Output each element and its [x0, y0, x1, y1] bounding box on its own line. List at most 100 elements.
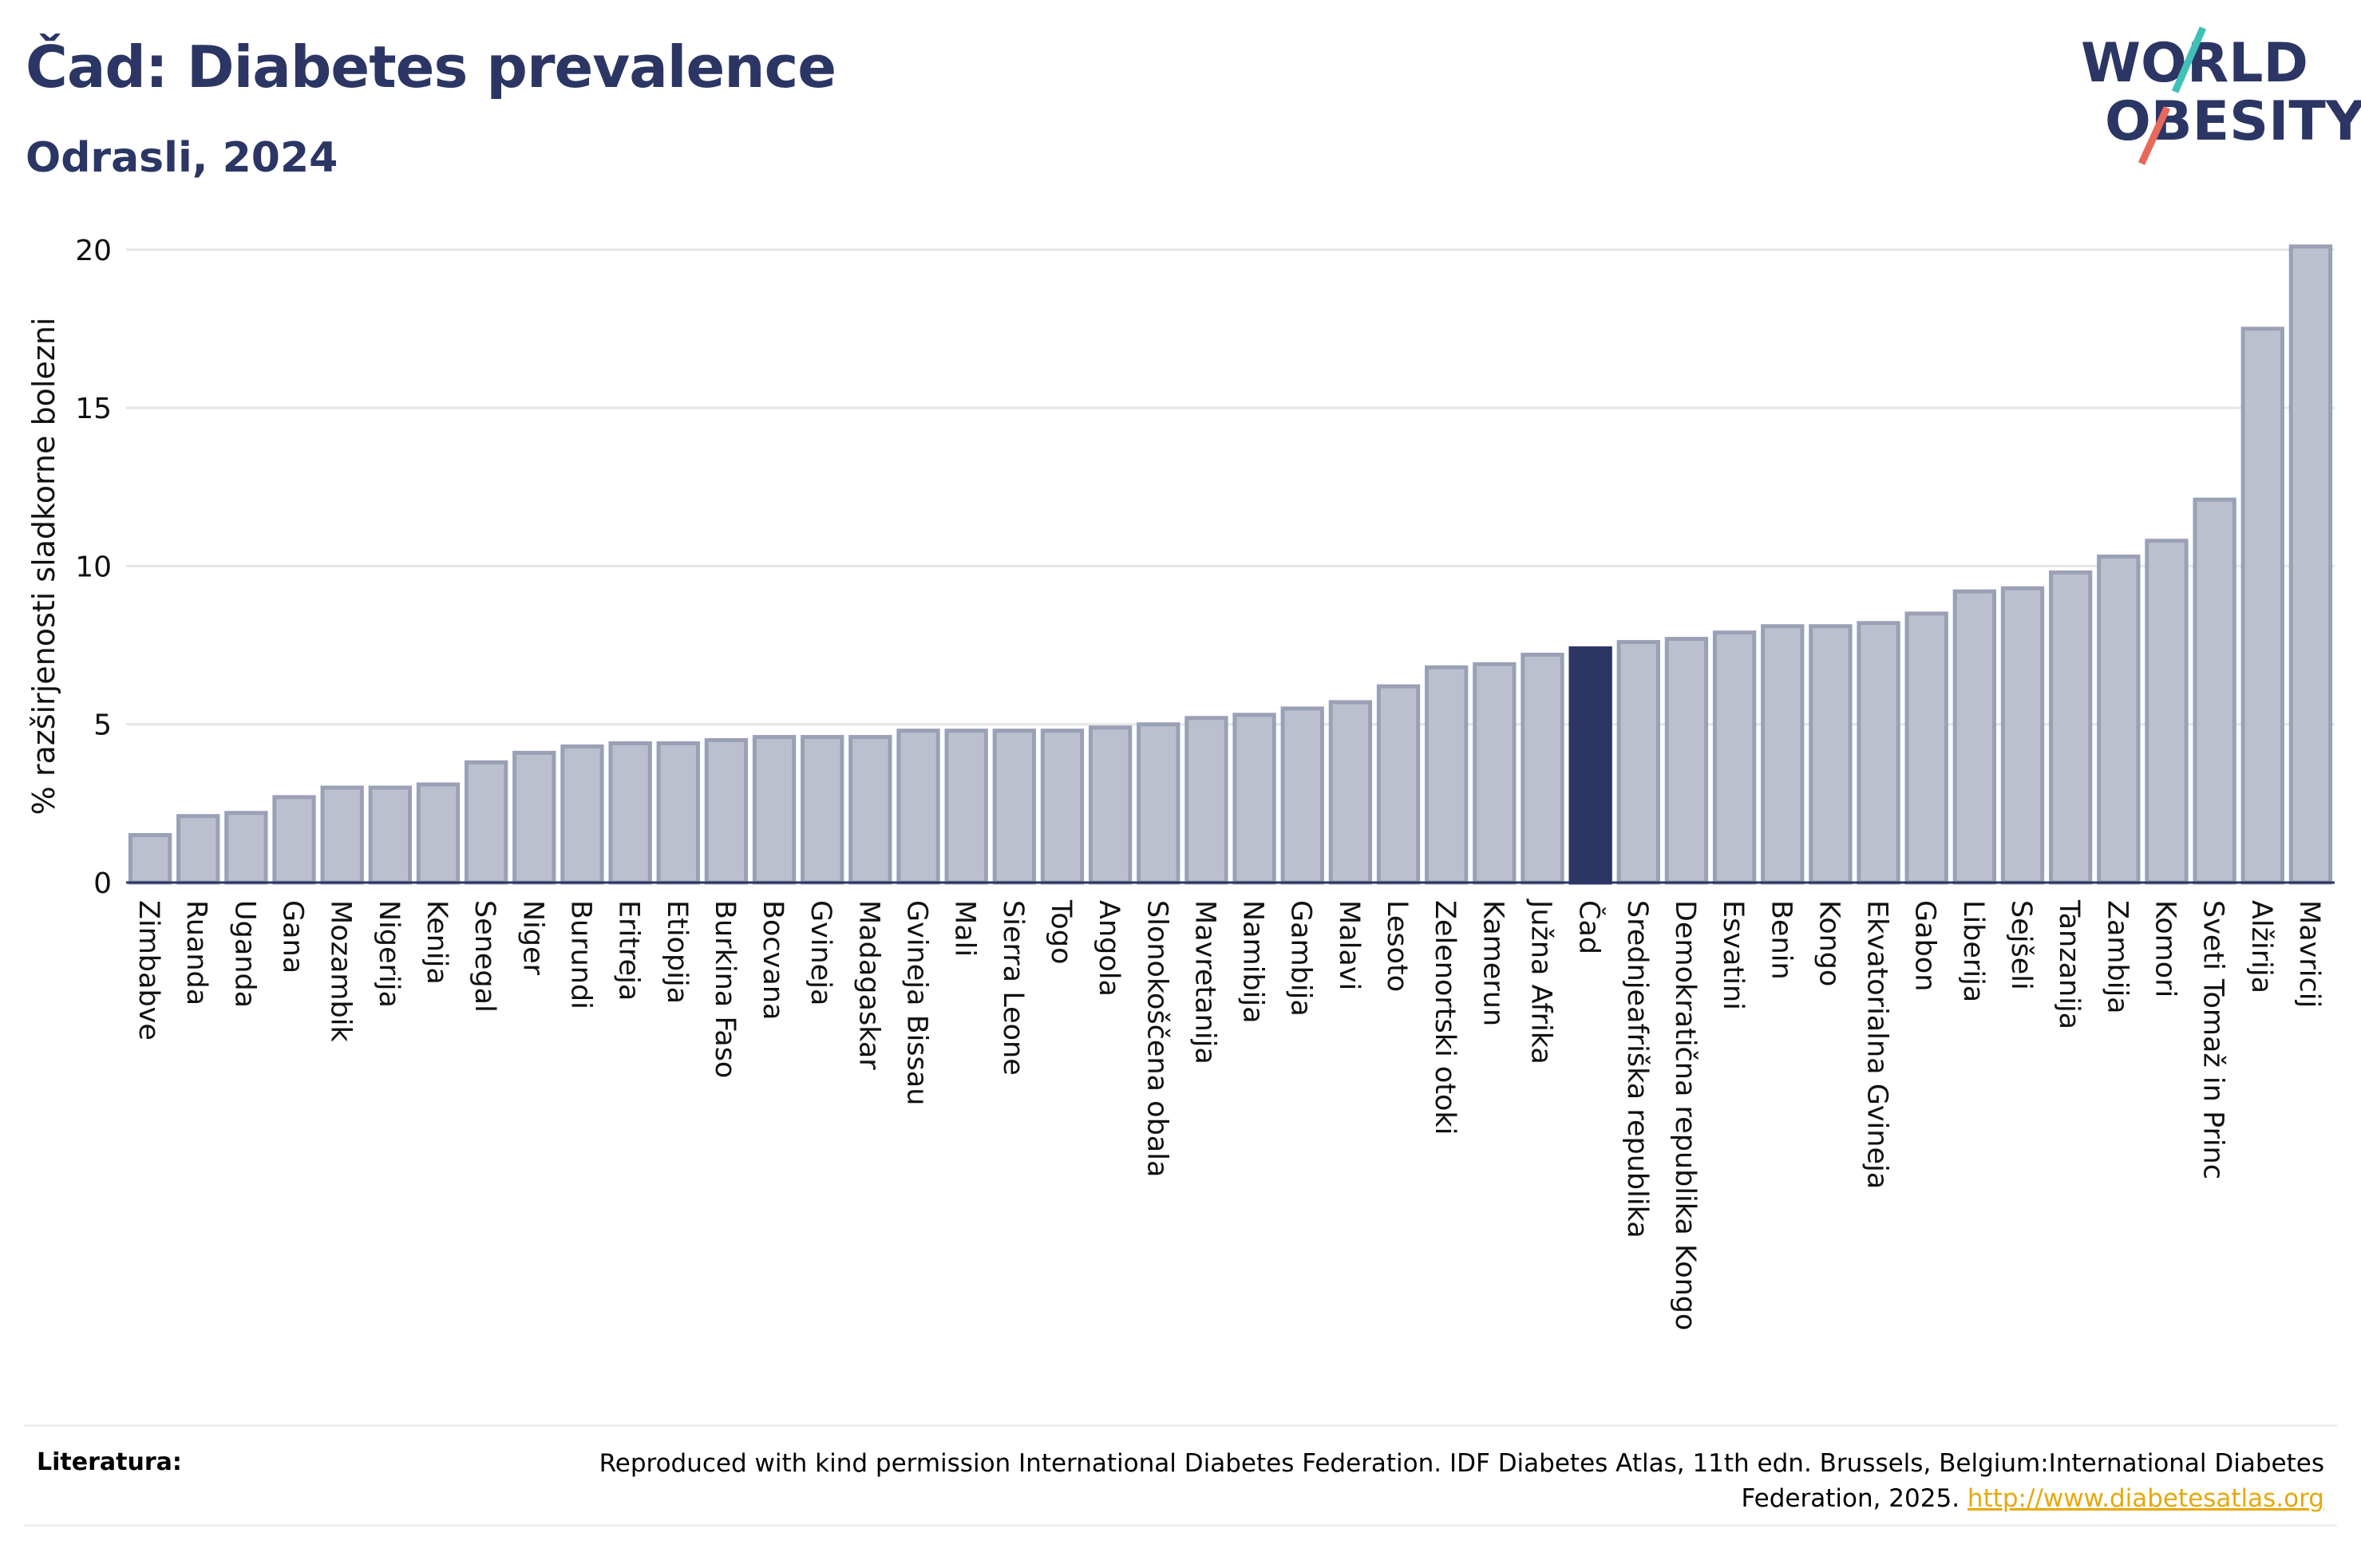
x-tick-label: Južna Afrika: [1525, 899, 1556, 1064]
bar: [656, 741, 700, 885]
footer-label: Literatura:: [37, 1448, 182, 1476]
x-tick-label: Uganda: [228, 900, 260, 1008]
bar: [1376, 684, 1421, 885]
bar: [2240, 326, 2284, 885]
x-tick-label: Nigerija: [373, 900, 405, 1008]
x-tick-label: Zimbabve: [132, 900, 164, 1041]
bar: [2000, 586, 2045, 885]
bar: [848, 735, 892, 885]
x-tick-label: Ekvatorialna Gvineja: [1861, 900, 1893, 1189]
x-tick-labels: Zimbabve Ruanda Uganda Gana Mozambik Nigerija…: [132, 899, 2325, 1330]
x-tick-label: Lesoto: [1381, 900, 1413, 992]
bar: [416, 782, 461, 885]
bar: [1040, 729, 1085, 885]
x-tick-label: Benin: [1765, 900, 1797, 980]
x-tick-label: Mavretanija: [1188, 900, 1220, 1064]
bar: [2097, 555, 2141, 885]
bar: [752, 735, 797, 885]
bar: [2193, 497, 2236, 885]
x-tick-label: Senegal: [469, 900, 500, 1013]
bar-highlight: [1568, 646, 1612, 885]
x-tick-label: Gambija: [1285, 900, 1317, 1017]
bar: [224, 811, 268, 885]
logo-graphic: WORLD OBESITY: [2081, 26, 2361, 165]
x-tick-label: Mali: [949, 900, 981, 957]
bar: [176, 814, 220, 885]
bar: [1761, 624, 1805, 885]
bar: [320, 785, 364, 885]
x-tick-label: Etiopija: [661, 900, 693, 1004]
x-tick-label: Bocvana: [757, 900, 789, 1020]
bar: [464, 760, 508, 885]
chart-title: Čad: Diabetes prevalence: [26, 34, 836, 101]
y-tick-label: 10: [75, 551, 112, 583]
x-tick-label: Sierra Leone: [997, 900, 1029, 1076]
y-axis-label: % razširjenosti sladkorne bolezni: [26, 318, 61, 816]
bar: [1473, 662, 1517, 885]
bar: [944, 729, 988, 885]
x-tick-label: Zambija: [2101, 900, 2133, 1014]
bar: [992, 729, 1036, 885]
footer-link[interactable]: http://www.diabetesatlas.org: [1967, 1484, 2324, 1513]
x-tick-label: Mavricij: [2293, 900, 2325, 1008]
bar: [1857, 621, 1900, 885]
bar: [1616, 640, 1660, 885]
logo-slash-top: [2171, 26, 2207, 93]
x-tick-label: Demokratična republika Kongo: [1669, 900, 1701, 1330]
x-tick-label: Sejšeli: [2005, 900, 2037, 990]
x-tick-label: Niger: [516, 900, 548, 976]
bar: [1712, 630, 1757, 885]
x-tick-label: Alžirija: [2245, 900, 2277, 993]
y-tick-label: 15: [75, 393, 112, 425]
bar: [1904, 611, 1948, 885]
x-tick-label: Gvineja: [805, 900, 836, 1005]
world-obesity-logo[interactable]: WORLD OBESITY: [2079, 24, 2361, 168]
bar: [272, 795, 316, 885]
x-tick-label: Ruanda: [180, 900, 212, 1005]
bar: [1184, 716, 1228, 885]
bar: [1280, 706, 1324, 885]
bar: [560, 744, 604, 885]
x-tick-label: Kenija: [421, 900, 453, 985]
bar: [2049, 570, 2093, 885]
x-tick-label: Sveti Tomaž in Princ: [2197, 900, 2229, 1179]
x-tick-label: Tanzanija: [2053, 899, 2085, 1029]
y-tick-label: 0: [93, 867, 112, 900]
bar: [2145, 539, 2189, 885]
bar: [512, 750, 556, 885]
x-tick-label: Eritreja: [613, 900, 645, 1001]
bar: [2288, 244, 2333, 885]
footer-citation-text: Reproduced with kind permission Internat…: [599, 1449, 2324, 1513]
bar: [608, 741, 652, 885]
x-tick-label: Burkina Faso: [709, 900, 741, 1078]
bar: [1809, 624, 1853, 885]
x-tick-label: Komori: [2149, 900, 2181, 997]
y-tick-label: 5: [93, 709, 112, 742]
x-tick-label: Kongo: [1813, 900, 1845, 986]
bar: [128, 833, 172, 885]
x-tick-label: Malavi: [1333, 900, 1365, 990]
x-tick-label: Čad: [1573, 900, 1607, 954]
bar: [1664, 637, 1709, 885]
footer-citation: Reproduced with kind permission Internat…: [568, 1446, 2324, 1516]
chart-subtitle: Odrasli, 2024: [26, 134, 338, 182]
bar: [704, 738, 749, 885]
bar: [1521, 652, 1564, 885]
bar: [1232, 713, 1276, 885]
x-tick-label: Mozambik: [325, 900, 357, 1042]
bar: [801, 735, 844, 885]
x-tick-label: Kamerun: [1477, 900, 1509, 1026]
bar: [1425, 665, 1469, 885]
bars: [128, 244, 2333, 885]
y-tick-labels: 0 5 10 15 20: [75, 235, 112, 900]
footer-divider-top: [24, 1424, 2337, 1427]
x-tick-label: Burundi: [564, 900, 596, 1009]
x-tick-label: Togo: [1045, 899, 1077, 964]
bar: [1952, 589, 1997, 885]
x-tick-label: Srednjeafriška republika: [1621, 900, 1653, 1238]
logo-slash-bottom: [2138, 106, 2171, 165]
x-tick-label: Gabon: [1909, 900, 1941, 991]
x-tick-label: Angola: [1093, 900, 1125, 997]
bar: [896, 729, 940, 885]
x-tick-label: Namibija: [1237, 900, 1269, 1024]
